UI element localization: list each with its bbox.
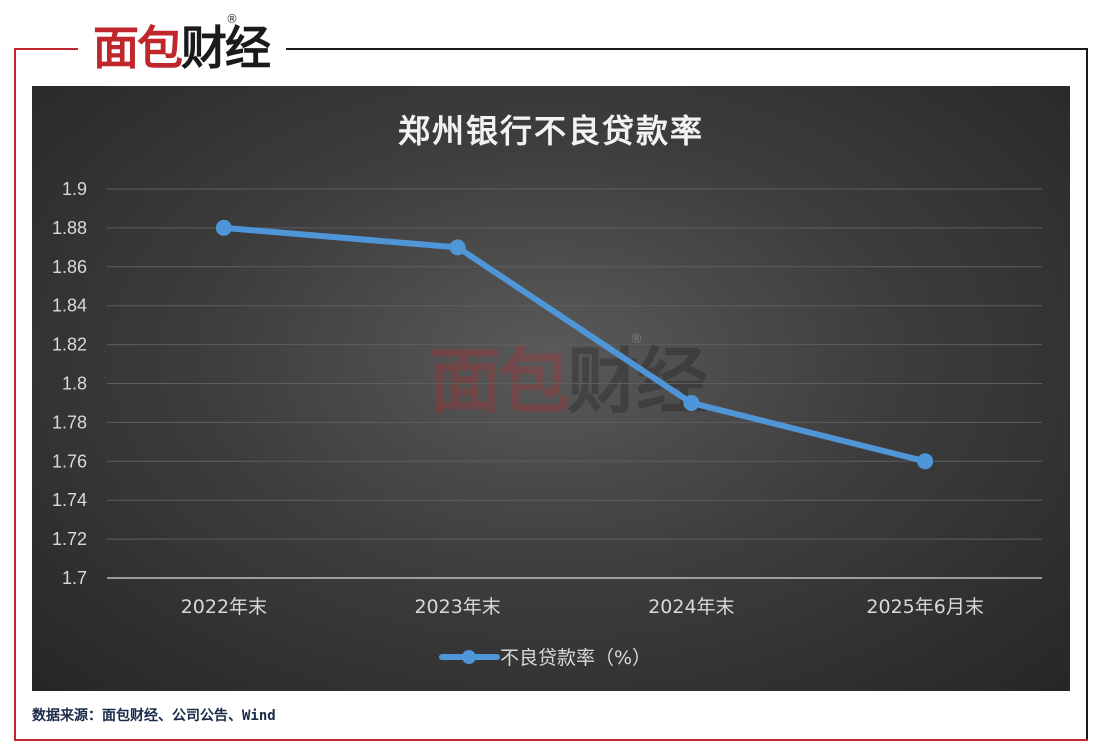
data-point [215,219,232,236]
watermark-text-red: 面包 [428,339,570,423]
data-source-note: 数据来源：面包财经、公司公告、Wind [32,708,276,724]
frame-right-line [1086,48,1088,740]
y-tick-label: 1.9 [62,179,87,199]
y-tick-label: 1.8 [62,374,87,394]
x-tick-label: 2024年末 [648,596,734,618]
series-line [220,224,929,465]
y-tick-label: 1.78 [52,412,87,432]
y-tick-label: 1.86 [52,257,87,277]
frame-top-right-line [286,48,1088,50]
legend-label: 不良贷款率（%） [500,647,651,669]
data-point [449,239,466,256]
y-tick-label: 1.72 [52,529,87,549]
frame-bottom-line [14,739,1088,741]
x-tick-label: 2025年6月末 [866,596,983,618]
logo-text-dark: 财经 [181,21,271,75]
y-tick-label: 1.88 [52,218,87,238]
x-tick-label: 2022年末 [181,596,267,618]
brand-logo: 面包财经 ® [78,12,284,82]
logo-text-red: 面包 [93,21,183,75]
y-tick-label: 1.74 [52,490,87,510]
chart-panel: 郑州银行不良贷款率 面包财经 ® 1.7 1.72 1.74 1.76 1.78 1.8 1… [32,86,1070,691]
registered-mark: ® [226,12,238,26]
chart-title: 郑州银行不良贷款率 [397,112,704,150]
frame-left-line [14,48,16,740]
y-tick-label: 1.82 [52,335,87,355]
y-tick-label: 1.7 [62,568,87,588]
frame-top-left-line [14,48,80,50]
watermark-logo: 面包财经 [417,341,717,421]
watermark-registered-mark: ® [630,332,643,347]
watermark-text-dark: 财经 [567,339,708,423]
y-tick-label: 1.84 [52,296,87,316]
data-point [917,453,934,470]
x-tick-label: 2023年末 [414,596,500,618]
y-tick-label: 1.76 [52,451,87,471]
legend-marker-swatch [462,650,476,664]
data-point [683,394,700,411]
line-chart: 1.7 1.72 1.74 1.76 1.78 1.8 1.82 1.84 1.86 1.88 1.… [52,179,1042,669]
